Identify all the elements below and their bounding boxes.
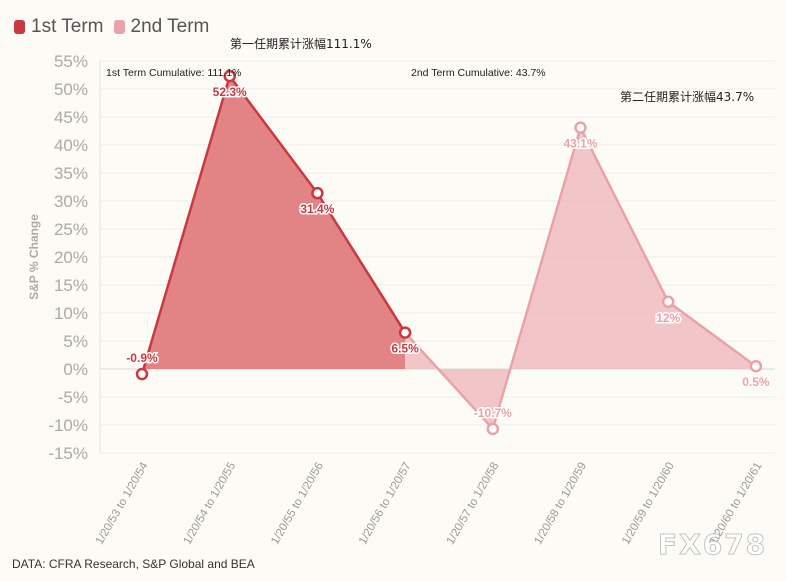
data-source: DATA: CFRA Research, S&P Global and BEA [12,557,255,571]
y-tick-label: 25% [54,220,88,239]
legend-label-1st-term: 1st Term [31,16,104,37]
legend-item-2nd-term[interactable]: 2nd Term [113,16,210,38]
data-point [749,359,763,373]
y-tick-label: 0% [63,360,88,379]
x-tick-label: 1/20/56 to 1/20/57 [357,461,414,547]
area-1st-term [142,76,406,375]
legend: 1st Term 2nd Term [14,16,209,38]
y-tick-label: 35% [54,164,88,183]
legend-item-1st-term[interactable]: 1st Term [14,16,104,38]
annotation-cn-first-term: 第一任期累计涨幅111.1% [230,37,372,51]
x-tick-label: 1/20/55 to 1/20/56 [269,461,326,547]
data-label: 6.5% [391,342,419,356]
y-tick-label: 40% [54,136,88,155]
annotation-first-term-cumulative: 1st Term Cumulative: 111.1% [106,67,242,79]
legend-label-2nd-term: 2nd Term [130,16,210,37]
y-tick-label: -10% [48,416,88,435]
data-point [486,422,500,436]
data-label: -10.7% [474,406,512,420]
y-tick-label: -5% [58,388,88,407]
y-tick-label: 55% [54,52,88,71]
y-tick-label: 15% [54,276,88,295]
y-tick-label: 5% [63,332,88,351]
data-label: 12% [656,311,680,325]
area-2nd-term [405,127,756,429]
y-axis-title: S&P % Change [27,214,41,300]
data-point [135,367,149,381]
annotation-cn-second-term: 第二任期累计涨幅43.7% [620,90,755,104]
y-tick-label: 30% [54,192,88,211]
y-tick-label: 45% [54,108,88,127]
data-point [661,295,675,309]
data-point [574,121,587,134]
legend-swatch-2nd-term [113,20,125,34]
x-tick-label: 1/20/58 to 1/20/59 [532,461,589,547]
data-point [223,69,236,83]
y-tick-label: 10% [54,304,88,323]
x-tick-label: 1/20/54 to 1/20/55 [182,461,239,547]
data-label: 0.5% [742,375,770,389]
data-label: 31.4% [300,202,334,216]
x-tick-label: 1/20/53 to 1/20/54 [94,460,151,547]
data-label: 52.3% [213,85,247,99]
y-tick-label: 20% [54,248,88,267]
data-point [311,186,324,200]
x-tick-label: 1/20/57 to 1/20/58 [445,461,502,547]
legend-swatch-1st-term [14,20,25,34]
annotation-second-term-cumulative: 2nd Term Cumulative: 43.7% [411,67,546,79]
y-tick-label: 50% [54,80,88,99]
watermark: FX678 [657,528,768,562]
data-label: -0.9% [126,351,158,365]
data-point [398,326,412,339]
line-1st-term [140,73,407,375]
data-label: 43.1% [563,137,597,151]
y-tick-label: -15% [48,444,88,463]
